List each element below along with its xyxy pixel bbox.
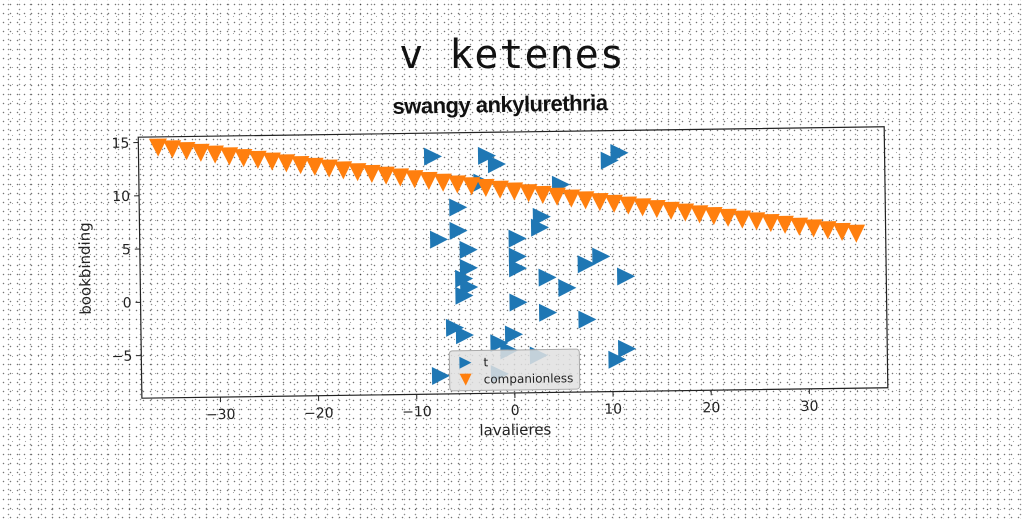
x-tick-label: −20 <box>304 406 334 422</box>
y-axis-label: bookbinding <box>75 222 94 315</box>
data-point-t <box>508 229 526 247</box>
data-point-t <box>592 247 610 265</box>
y-tick-label: −5 <box>112 349 133 365</box>
legend-label-t: t <box>483 355 488 369</box>
x-tick-label: −10 <box>402 404 432 420</box>
y-tick-label: 15 <box>111 136 129 152</box>
y-tick-label: 10 <box>112 189 130 205</box>
legend: t companionless <box>449 349 580 391</box>
x-axis-label: lavalieres <box>479 420 551 439</box>
legend-label-companionless: companionless <box>484 371 574 386</box>
x-tick-label: −30 <box>206 407 236 423</box>
data-point-t <box>539 303 557 321</box>
x-tick-label: 20 <box>702 400 720 416</box>
data-point-t <box>456 326 474 344</box>
data-point-t <box>430 230 448 248</box>
data-point-t <box>509 293 527 311</box>
data-point-t <box>460 241 478 259</box>
x-tick-label: 0 <box>511 403 520 419</box>
data-point-t <box>432 367 450 385</box>
data-point-t <box>505 325 523 343</box>
data-point-t <box>488 155 506 173</box>
data-point-t <box>449 222 467 240</box>
x-tick-label: 30 <box>801 399 819 415</box>
y-tick-label: 5 <box>122 242 131 258</box>
data-point-t <box>578 310 596 328</box>
data-point-companionless <box>847 225 865 243</box>
data-point-t <box>538 268 556 286</box>
data-point-t <box>449 198 467 216</box>
data-point-t <box>558 279 576 297</box>
y-tick-label: 0 <box>123 295 132 311</box>
data-point-t <box>509 259 527 277</box>
data-point-t <box>617 267 635 285</box>
data-point-t <box>618 340 636 358</box>
data-point-t <box>424 147 442 165</box>
x-tick-label: 10 <box>604 401 622 417</box>
